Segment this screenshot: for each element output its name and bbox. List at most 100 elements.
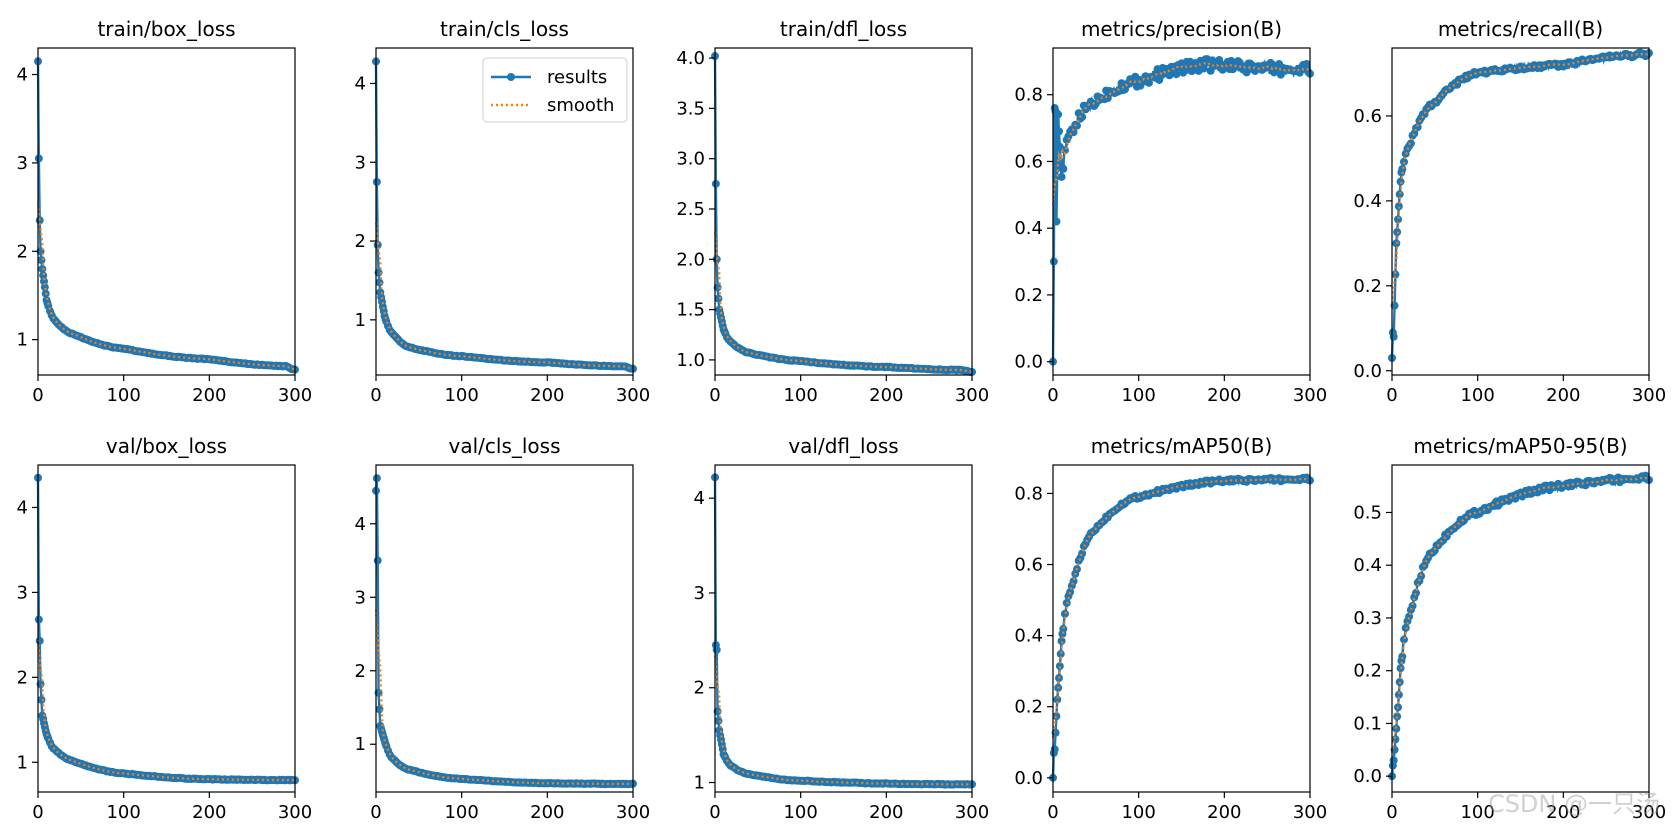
chart-panel: train/dfl_loss 0 100 200 300 1.0 1.5 2.0 2.5 3.0 3…: [676, 17, 989, 406]
results-point: [1391, 270, 1400, 279]
legend-results-label: results: [547, 67, 607, 88]
y-tick-label: 0.5: [1353, 502, 1382, 523]
x-tick-label: 0: [1047, 385, 1058, 406]
results-point: [711, 179, 720, 188]
smooth-line: [36, 639, 296, 782]
plot-frame: [375, 464, 634, 793]
results-point: [1394, 202, 1403, 211]
results-point: [714, 294, 723, 303]
x-tick-label: 200: [192, 802, 226, 823]
y-tick-label: 4: [355, 514, 366, 535]
y-tick-label: 1.5: [676, 300, 705, 321]
y-tick-label: 4: [17, 65, 28, 86]
y-tick-label: 0.8: [1014, 85, 1043, 106]
x-tick-label: 0: [1386, 385, 1397, 406]
results-point: [1131, 72, 1140, 81]
legend-smooth-label: smooth: [547, 95, 614, 116]
x-tick-label: 100: [444, 802, 478, 823]
y-tick-label: 0.1: [1353, 713, 1382, 734]
x-tick-label: 100: [106, 385, 140, 406]
y-tick-label: 0.2: [1353, 276, 1382, 297]
y-tick-label: 4.0: [676, 48, 705, 69]
chart-title: val/dfl_loss: [788, 434, 898, 458]
y-tick-label: 1: [355, 734, 366, 755]
results-point: [1072, 121, 1081, 130]
results-point: [1059, 164, 1068, 173]
y-tick-label: 3.5: [676, 98, 705, 119]
y-tick-label: 2.0: [676, 249, 705, 270]
x-tick-label: 300: [616, 802, 650, 823]
results-point: [1060, 609, 1069, 618]
y-tick-label: 2: [17, 241, 28, 262]
watermark: CSDN @一只汤: [1487, 790, 1660, 818]
x-tick-label: 300: [955, 802, 989, 823]
x-tick-label: 200: [192, 385, 226, 406]
y-tick-label: 3: [17, 153, 28, 174]
x-tick-label: 200: [1546, 802, 1580, 823]
x-tick-label: 100: [106, 802, 140, 823]
plot-frame: [1391, 464, 1650, 793]
results-point: [40, 283, 49, 292]
results-line: [1051, 473, 1312, 778]
x-tick-label: 0: [1386, 802, 1397, 823]
chart-panel: metrics/mAP50-95(B) 0 100 200 300 0.0 0.1 0.2 0.…: [1353, 434, 1666, 823]
x-tick-label: 0: [709, 802, 720, 823]
smooth-line: [1051, 62, 1311, 206]
results-point: [34, 154, 43, 163]
results-point: [1057, 637, 1066, 646]
results-point: [39, 271, 48, 280]
chart-title: metrics/mAP50-95(B): [1413, 434, 1627, 458]
y-tick-label: 1: [694, 773, 705, 794]
x-tick-label: 200: [530, 802, 564, 823]
y-tick-label: 1.0: [676, 350, 705, 371]
y-tick-label: 0.0: [1014, 352, 1043, 373]
results-line: [1390, 50, 1651, 359]
x-tick-label: 300: [1632, 385, 1666, 406]
x-tick-label: 300: [1293, 385, 1327, 406]
y-tick-label: 2: [355, 231, 366, 252]
y-tick-label: 0.4: [1353, 191, 1382, 212]
results-line: [713, 56, 973, 374]
results-point: [34, 615, 43, 624]
plot-frame: [1052, 464, 1311, 793]
chart-title: train/dfl_loss: [780, 17, 907, 41]
results-point: [38, 264, 47, 273]
plot-frame: [37, 47, 296, 376]
x-tick-label: 200: [869, 802, 903, 823]
results-point: [375, 705, 384, 714]
smooth-line: [374, 222, 634, 370]
results-point: [1398, 652, 1407, 661]
results-point: [1054, 110, 1063, 119]
chart-panel: metrics/mAP50(B) 0 100 200 300 0.0 0.2 0.4 0.6 0.…: [1014, 434, 1327, 823]
chart-panel: val/cls_loss 0 100 200 300 1 2 3 4: [355, 434, 651, 823]
x-tick-label: 300: [1632, 802, 1666, 823]
plot-frame: [714, 464, 973, 793]
x-tick-label: 200: [1207, 802, 1241, 823]
results-point: [1411, 588, 1420, 597]
x-tick-label: 100: [1121, 385, 1155, 406]
results-line: [36, 477, 296, 782]
results-point: [1057, 172, 1066, 181]
results-point: [35, 216, 44, 225]
results-point: [37, 695, 46, 704]
plot-frame: [375, 47, 634, 376]
y-tick-label: 4: [355, 73, 366, 94]
y-tick-label: 0.3: [1353, 608, 1382, 629]
x-tick-label: 300: [616, 385, 650, 406]
results-point: [1394, 215, 1402, 224]
smooth-line: [1051, 477, 1311, 739]
chart-title: metrics/mAP50(B): [1091, 434, 1273, 458]
x-tick-label: 200: [530, 385, 564, 406]
y-tick-label: 3.0: [676, 149, 705, 170]
results-point: [714, 716, 723, 725]
results-point: [1405, 612, 1414, 621]
results-point: [1393, 712, 1402, 721]
x-tick-label: 100: [783, 385, 817, 406]
chart-panel: val/dfl_loss 0 100 200 300 1 2 3 4: [694, 434, 990, 823]
y-tick-label: 3: [355, 587, 366, 608]
results-point: [35, 636, 44, 645]
x-tick-label: 300: [278, 802, 312, 823]
x-tick-label: 100: [1121, 802, 1155, 823]
results-line: [374, 478, 634, 786]
chart-title: metrics/recall(B): [1438, 17, 1603, 41]
